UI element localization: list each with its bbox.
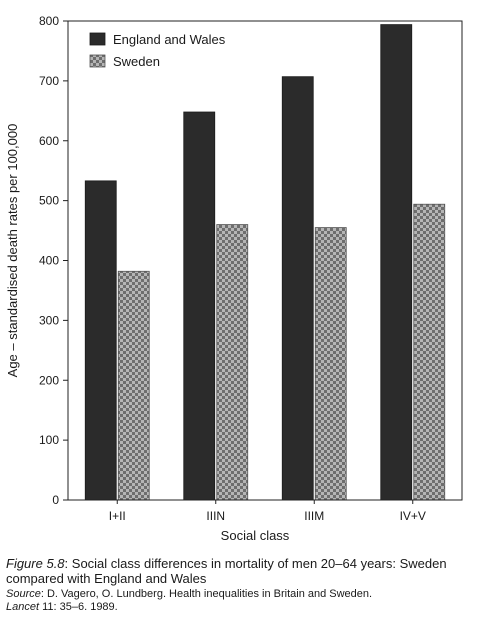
- y-tick-label: 300: [39, 313, 59, 327]
- y-tick-label: 600: [39, 134, 59, 148]
- journal-ref: 11: 35–6. 1989.: [39, 601, 118, 613]
- source-label: Source: [6, 588, 41, 600]
- y-tick-label: 0: [52, 493, 59, 507]
- legend-label: England and Wales: [113, 32, 226, 47]
- x-tick-label: IIIN: [206, 509, 225, 523]
- y-tick-label: 200: [39, 373, 59, 387]
- legend-label: Sweden: [113, 54, 160, 69]
- figure-caption: Figure 5.8: Social class differences in …: [6, 556, 472, 614]
- bar-sweden-ivplusv: [413, 203, 446, 501]
- bar-chart-svg: I+II IIIN IIIM IV+V 0 100 200 300 400 500 600 700 80…: [5, 14, 463, 543]
- bar-england-and-wales-iiin: [183, 111, 216, 501]
- figure-text: : Social class differences in mortality …: [6, 556, 447, 586]
- legend-swatch: [89, 54, 106, 68]
- y-tick-label: 400: [39, 254, 59, 268]
- x-tick-label: IIIM: [304, 509, 324, 523]
- x-tick-label: I+II: [109, 509, 126, 523]
- bar-england-and-wales-iplusii: [84, 180, 117, 501]
- y-tick-label: 800: [39, 14, 59, 28]
- y-axis-label: Age – standardised death rates per 100,0…: [5, 124, 20, 378]
- y-tick-label: 100: [39, 433, 59, 447]
- bar-sweden-iplusii: [117, 270, 150, 501]
- figure-label: Figure 5.8: [6, 556, 65, 571]
- bar-sweden-iiim: [314, 227, 347, 501]
- bar-sweden-iiin: [216, 224, 249, 501]
- y-tick-label: 500: [39, 194, 59, 208]
- x-axis-label: Social class: [221, 528, 290, 543]
- chart: I+II IIIN IIIM IV+V 0 100 200 300 400 500 600 700 80…: [5, 14, 463, 543]
- bar-england-and-wales-ivplusv: [380, 24, 413, 501]
- source-text: : D. Vagero, O. Lundberg. Health inequal…: [40, 588, 373, 600]
- x-tick-label: IV+V: [400, 509, 426, 523]
- legend-swatch: [89, 32, 106, 46]
- y-tick-label: 700: [39, 74, 59, 88]
- caption-main: Figure 5.8: Social class differences in …: [6, 556, 472, 586]
- bar-england-and-wales-iiim: [281, 76, 314, 501]
- caption-source: Source: D. Vagero, O. Lundberg. Health i…: [6, 588, 472, 614]
- journal-name: Lancet: [6, 601, 40, 613]
